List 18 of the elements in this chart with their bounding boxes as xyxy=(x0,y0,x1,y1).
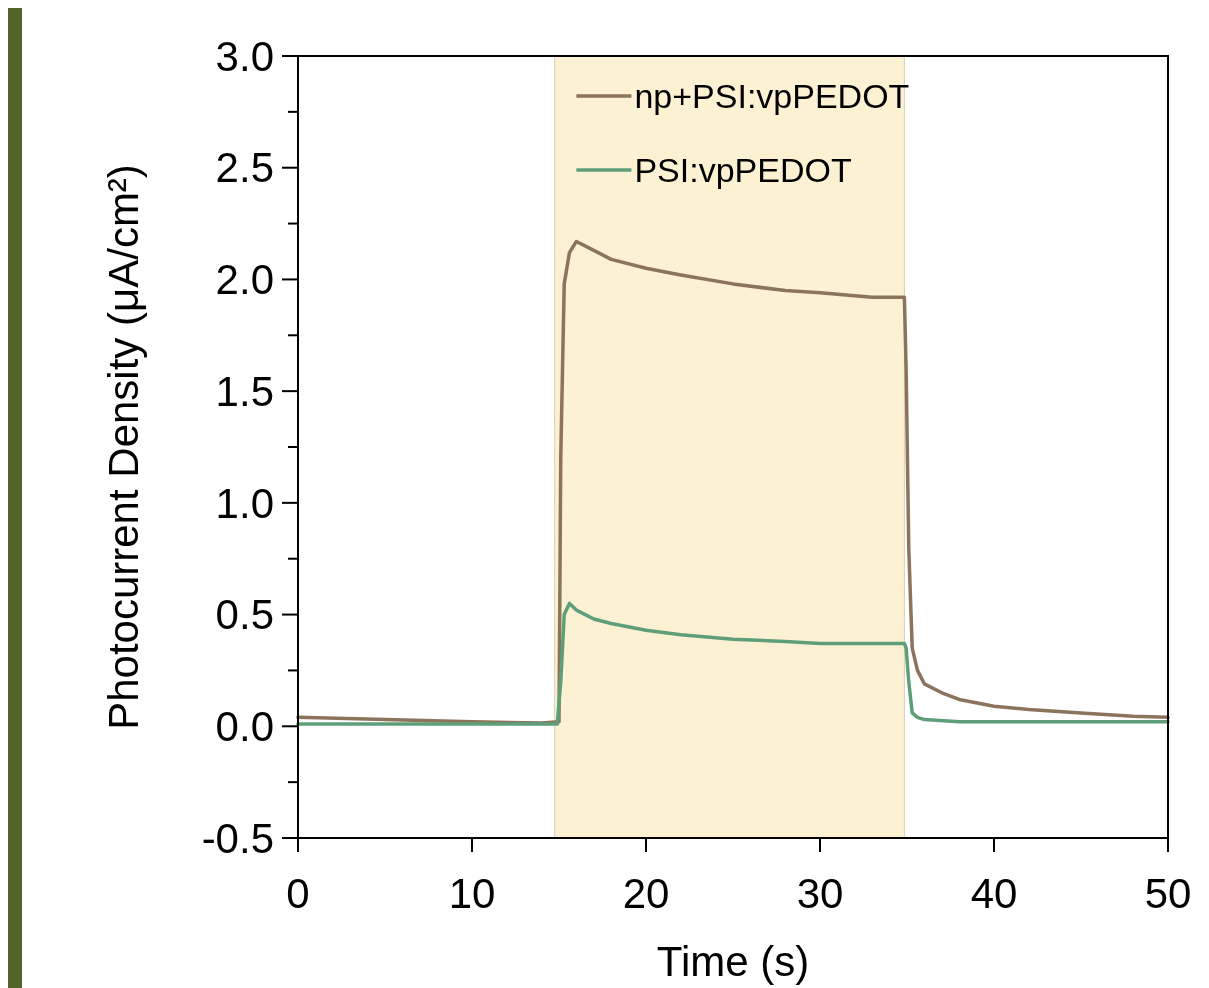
y-tick-label: 1.0 xyxy=(215,479,274,527)
y-tick-label: 0.0 xyxy=(215,702,274,750)
x-tick-label: 10 xyxy=(448,870,496,917)
x-axis-title: Time (s) xyxy=(656,938,810,985)
legend-label: np+PSI:vpPEDOT xyxy=(634,76,910,115)
y-tick-label: 0.5 xyxy=(215,591,274,639)
legend-label: PSI:vpPEDOT xyxy=(634,150,852,189)
y-tick-label: 2.5 xyxy=(215,144,274,192)
y-tick-label: 3.0 xyxy=(215,32,274,80)
y-tick-label: -0.5 xyxy=(201,814,274,862)
y-axis-title: Photocurrent Density (μA/cm²) xyxy=(100,164,147,730)
y-tick-label: 2.0 xyxy=(215,256,274,304)
x-tick-label: 50 xyxy=(1144,870,1192,917)
x-tick-label: 20 xyxy=(622,870,670,917)
x-tick-label: 30 xyxy=(796,870,844,917)
y-tick-label: 1.5 xyxy=(215,367,274,415)
x-tick-label: 40 xyxy=(970,870,1018,917)
x-tick-label: 0 xyxy=(286,870,310,917)
